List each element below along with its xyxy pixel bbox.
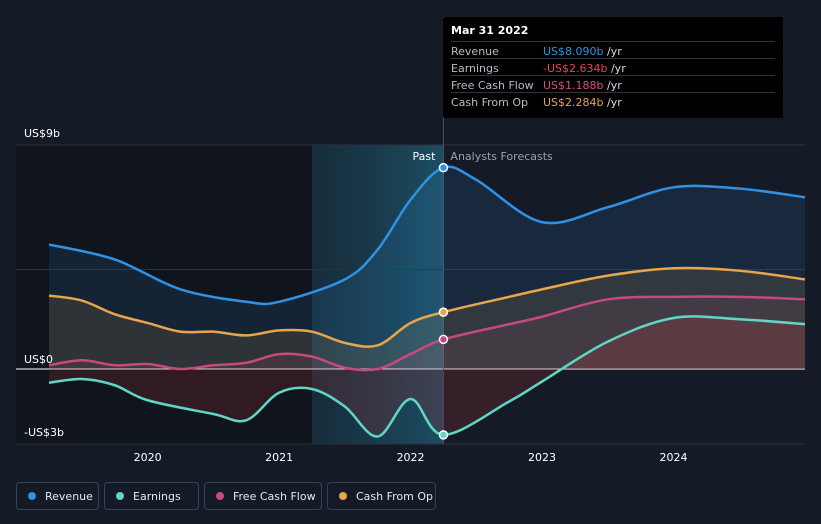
tooltip-label: Revenue	[451, 45, 499, 58]
line-revenue	[48, 165, 806, 306]
x-tick-label: 2022	[397, 451, 425, 464]
line-free-cash-flow	[48, 295, 806, 372]
area-revenue	[49, 166, 805, 369]
area-cash-from-op	[49, 267, 805, 369]
tooltip-label: Cash From Op	[451, 96, 529, 109]
tooltip-label: Earnings	[451, 62, 499, 75]
legend-item-free-cash-flow[interactable]: Free Cash Flow	[204, 482, 322, 510]
area-free-cash-flow	[49, 296, 805, 371]
x-tick-label: 2024	[660, 451, 688, 464]
marker-cash-from-op	[438, 307, 449, 317]
tooltip-value: US$1.188b	[543, 79, 604, 92]
legend-label: Earnings	[133, 490, 181, 503]
legend-dot-icon	[216, 492, 224, 500]
x-tick-label: 2021	[265, 451, 293, 464]
y-tick-label: US$9b	[24, 127, 60, 140]
x-tick-label: 2020	[134, 451, 162, 464]
tooltip-row-revenue: Revenue US$8.090b /yr	[451, 41, 775, 59]
legend-item-revenue[interactable]: Revenue	[16, 482, 99, 510]
legend-label: Revenue	[45, 490, 93, 503]
tooltip-value: -US$2.634b	[543, 62, 608, 75]
tooltip-label: Free Cash Flow	[451, 79, 534, 92]
tooltip-unit: /yr	[607, 62, 626, 75]
y-tick-label: US$0	[24, 353, 53, 366]
past-label: Past	[412, 150, 436, 163]
tooltip-unit: /yr	[603, 45, 622, 58]
marker-revenue	[438, 162, 449, 173]
tooltip-date: Mar 31 2022	[451, 24, 529, 37]
area-earnings	[49, 316, 805, 437]
tooltip-row-cash-from-op: Cash From Op US$2.284b /yr	[451, 92, 775, 110]
legend-dot-icon	[28, 492, 36, 500]
legend-label: Cash From Op	[356, 490, 434, 503]
tooltip-row-earnings: Earnings -US$2.634b /yr	[451, 58, 775, 76]
legend-dot-icon	[116, 492, 124, 500]
forecast-label: Analysts Forecasts	[450, 150, 553, 163]
line-cash-from-op	[48, 266, 806, 348]
tooltip-value: US$2.284b	[543, 96, 604, 109]
legend-item-earnings[interactable]: Earnings	[104, 482, 199, 510]
legend-label: Free Cash Flow	[233, 490, 316, 503]
tooltip-unit: /yr	[603, 79, 622, 92]
marker-earnings	[438, 430, 449, 440]
legend-dot-icon	[339, 492, 347, 500]
line-earnings	[48, 315, 806, 438]
highlight-region	[311, 145, 444, 444]
legend-item-cash-from-op[interactable]: Cash From Op	[327, 482, 436, 510]
tooltip-value: US$8.090b	[543, 45, 604, 58]
marker-free-cash-flow	[438, 334, 449, 345]
y-tick-label: -US$3b	[24, 426, 64, 439]
tooltip-unit: /yr	[603, 96, 622, 109]
tooltip: Mar 31 2022 Revenue US$8.090b /yr Earnin…	[443, 17, 783, 118]
x-tick-label: 2023	[528, 451, 556, 464]
tooltip-row-free-cash-flow: Free Cash Flow US$1.188b /yr	[451, 75, 775, 93]
